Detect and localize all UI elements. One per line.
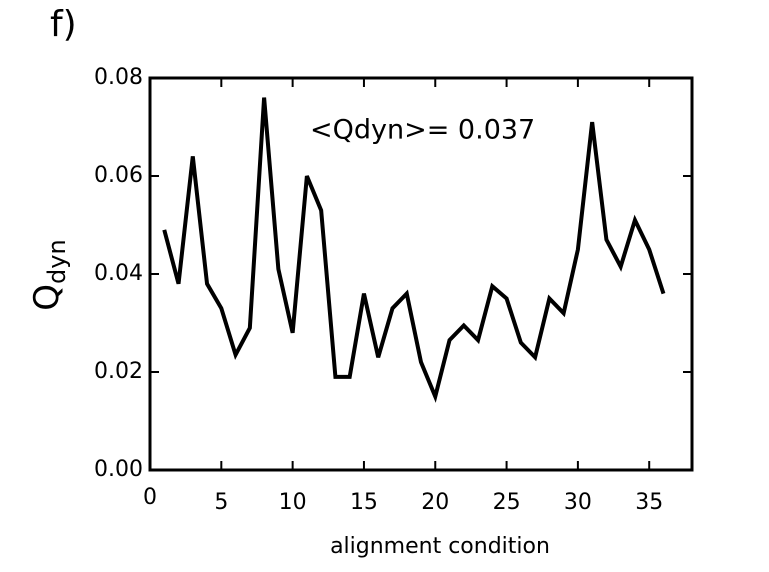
x-tick-label: 30 [564,490,592,515]
x-tick-label: 10 [279,490,307,515]
y-tick-label: 0.06 [94,163,143,188]
x-tick-label: 0 [143,485,157,510]
data-line [162,97,666,403]
y-tick-label: 0.08 [94,65,143,90]
y-axis-label-main: Q [27,284,67,311]
y-axis-label: Qdyn [27,239,72,310]
x-axis-label: alignment condition [330,534,550,559]
y-tick-label: 0.00 [94,457,143,482]
y-tick-label: 0.02 [94,359,143,384]
x-tick-label: 15 [350,490,378,515]
annotation: <Qdyn>= 0.037 [310,115,535,146]
x-tick-label: 35 [635,490,663,515]
x-tick-label: 5 [214,490,228,515]
panel-label: f) [50,4,77,45]
x-tick-label: 20 [421,490,449,515]
y-axis-label-sub: dyn [43,239,71,284]
y-tick-label: 0.04 [94,261,143,286]
x-tick-label: 25 [493,490,521,515]
